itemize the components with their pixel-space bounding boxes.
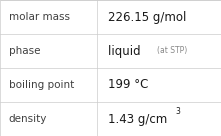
Text: phase: phase — [9, 46, 40, 56]
Text: (at STP): (at STP) — [157, 47, 187, 55]
Text: 199 °C: 199 °C — [108, 78, 149, 92]
Text: 1.43 g/cm: 1.43 g/cm — [108, 112, 168, 126]
Text: density: density — [9, 114, 47, 124]
Text: 226.15 g/mol: 226.15 g/mol — [108, 10, 187, 24]
Text: molar mass: molar mass — [9, 12, 70, 22]
Text: 3: 3 — [176, 107, 181, 116]
Text: boiling point: boiling point — [9, 80, 74, 90]
Text: liquid: liquid — [108, 44, 149, 58]
